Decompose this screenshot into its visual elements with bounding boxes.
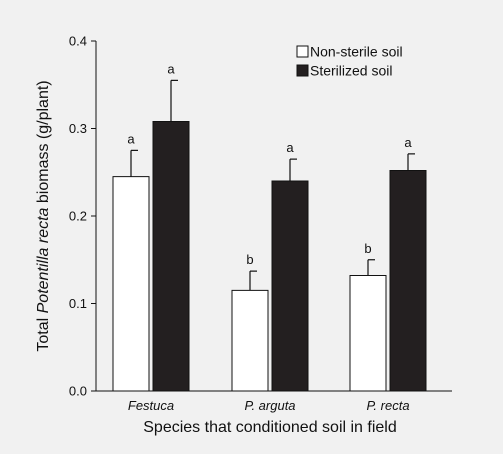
significance-letter: a <box>127 131 135 146</box>
bar-non-sterile <box>349 275 387 392</box>
legend: Non-sterile soil Sterilized soil <box>296 44 403 79</box>
legend-swatch <box>296 45 309 58</box>
x-tick-label: P. arguta <box>244 398 295 413</box>
y-tick-label: 0.1 <box>69 296 87 311</box>
bar-sterilized <box>152 121 190 392</box>
x-axis-categories: Festuca P. arguta P. recta <box>128 398 410 413</box>
significance-letter: b <box>246 252 253 267</box>
y-tick-label: 0.4 <box>69 34 87 49</box>
bar-sterilized <box>389 170 427 392</box>
significance-letter: a <box>286 140 294 155</box>
y-axis-title: Total Potentilla recta biomass (g/plant) <box>35 80 52 351</box>
x-tick-label: Festuca <box>128 398 174 413</box>
legend-label: Sterilized soil <box>310 63 392 79</box>
bar-non-sterile <box>112 176 150 392</box>
y-axis-title-part: biomass (g/plant) <box>35 80 52 207</box>
significance-letter: a <box>167 61 175 76</box>
bar-sterilized <box>271 180 309 392</box>
significance-letter: a <box>404 135 412 150</box>
error-bars <box>130 79 415 291</box>
significance-letters: a a b a b a <box>127 61 412 267</box>
y-tick-label: 0.0 <box>69 384 87 399</box>
significance-letter: b <box>364 241 371 256</box>
y-tick-label: 0.2 <box>69 209 87 224</box>
legend-swatch <box>296 64 309 77</box>
y-tick-label: 0.3 <box>69 121 87 136</box>
bar-non-sterile <box>231 289 269 392</box>
x-tick-label: P. recta <box>366 398 409 413</box>
y-axis-title-part: Potentilla recta <box>35 207 52 313</box>
bars <box>112 121 427 392</box>
legend-label: Non-sterile soil <box>310 44 403 60</box>
y-axis: 0.0 0.1 0.2 0.3 0.4 <box>69 34 97 399</box>
y-axis-title-part: Total <box>35 313 52 351</box>
x-axis-title: Species that conditioned soil in field <box>143 419 397 436</box>
